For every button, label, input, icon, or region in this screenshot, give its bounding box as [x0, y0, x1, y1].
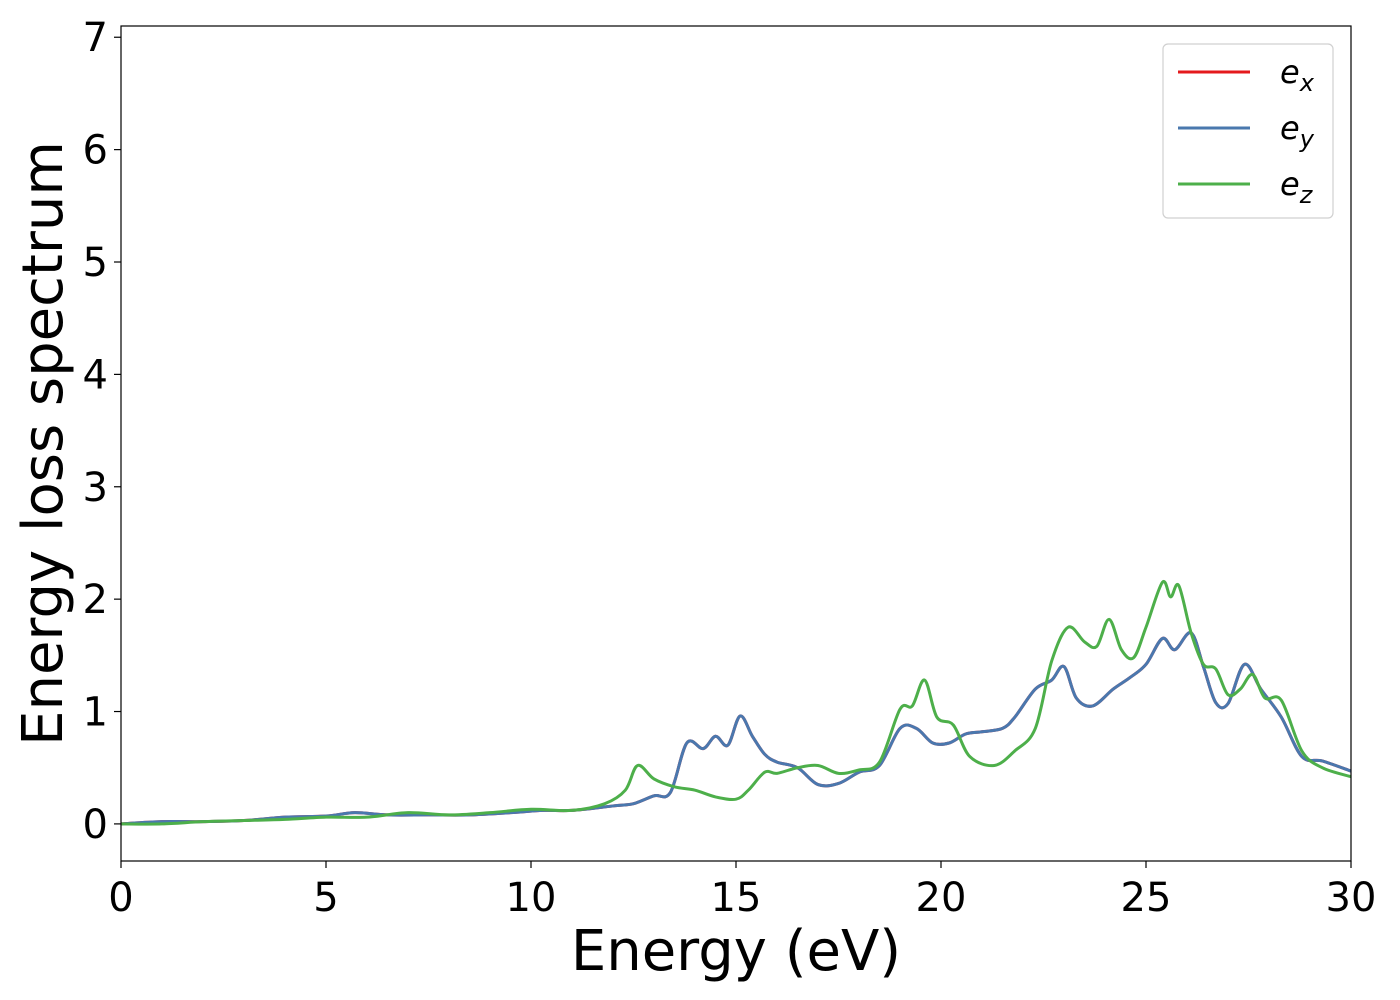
legend-label-subscript: z — [1299, 181, 1314, 209]
legend-label-ez: ez — [1280, 165, 1314, 209]
y-tick-label: 5 — [83, 240, 108, 286]
x-tick-label: 0 — [108, 875, 133, 921]
legend-label-ex: ex — [1280, 53, 1315, 97]
legend-box — [1162, 43, 1334, 219]
y-tick-label: 4 — [83, 352, 108, 398]
y-axis-title: Energy loss spectrum — [11, 141, 76, 746]
y-tick-label: 3 — [83, 465, 108, 511]
series-line-ez — [121, 579, 1351, 826]
y-axis: 0 1 2 3 4 5 6 7 — [83, 15, 121, 848]
y-tick-label: 1 — [83, 690, 108, 736]
legend-label-ey: ey — [1280, 109, 1315, 153]
y-tick-label: 7 — [83, 15, 108, 61]
legend-label-base: e — [1280, 165, 1300, 203]
x-tick-label: 15 — [711, 875, 762, 921]
legend-label-base: e — [1280, 53, 1300, 91]
legend-label-subscript: x — [1299, 69, 1315, 97]
x-axis: 0 5 10 15 20 25 30 — [108, 861, 1376, 921]
x-tick-label: 10 — [506, 875, 557, 921]
series-layer — [121, 579, 1351, 826]
y-tick-label: 6 — [83, 128, 108, 174]
x-axis-title: Energy (eV) — [571, 919, 901, 984]
x-tick-label: 30 — [1326, 875, 1377, 921]
y-tick-label: 2 — [83, 577, 108, 623]
legend-label-subscript: y — [1299, 125, 1315, 153]
x-tick-label: 25 — [1121, 875, 1172, 921]
legend-label-base: e — [1280, 109, 1300, 147]
y-tick-label: 0 — [83, 802, 108, 848]
x-tick-label: 20 — [916, 875, 967, 921]
x-tick-label: 5 — [313, 875, 338, 921]
